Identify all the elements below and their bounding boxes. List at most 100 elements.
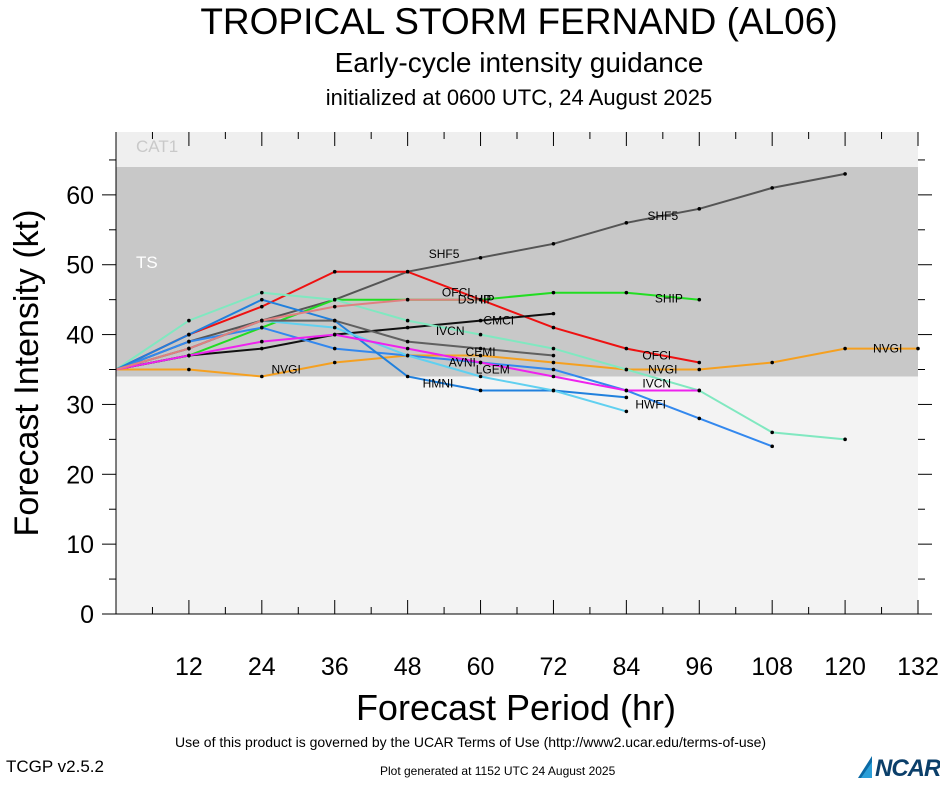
- y-axis-label: Forecast Intensity (kt): [8, 210, 46, 537]
- point-cemi: [552, 354, 556, 358]
- point-dshp: [406, 298, 410, 302]
- point-cmci: [260, 347, 264, 351]
- point-shf5: [697, 207, 701, 211]
- series-label-nvgi: NVGI: [873, 342, 902, 356]
- band-ts: [116, 167, 918, 377]
- x-tick-label: 132: [897, 653, 939, 681]
- point-lgem: [187, 354, 191, 358]
- point-ofci: [406, 270, 410, 274]
- point-hwfi: [697, 417, 701, 421]
- x-tick-label: 24: [248, 653, 276, 681]
- point-hmni: [187, 333, 191, 337]
- point-avni: [552, 389, 556, 393]
- version-label: TCGP v2.5.2: [6, 757, 104, 777]
- point-nvgi: [843, 347, 847, 351]
- point-ivcn: [187, 319, 191, 323]
- x-tick-label: 120: [824, 653, 866, 681]
- chart-init-time: initialized at 0600 UTC, 24 August 2025: [326, 85, 712, 110]
- point-nvgi: [187, 368, 191, 372]
- x-tick-label: 72: [540, 653, 568, 681]
- point-hwfi: [333, 347, 337, 351]
- y-tick-label: 40: [66, 322, 94, 350]
- intensity-bands: TS CAT1: [116, 132, 918, 376]
- point-lgem: [333, 333, 337, 337]
- series-label-hmni: HMNI: [423, 376, 454, 390]
- point-shf5: [625, 221, 629, 225]
- point-ship: [697, 298, 701, 302]
- point-ship: [625, 291, 629, 295]
- y-tick-label: 60: [66, 182, 94, 210]
- point-ivcn: [625, 368, 629, 372]
- point-shf5: [843, 172, 847, 176]
- series-label-ofci: OFCI: [642, 349, 671, 363]
- point-ivcn: [260, 291, 264, 295]
- point-nvgi: [333, 361, 337, 365]
- terms-of-use-note: Use of this product is governed by the U…: [175, 734, 766, 750]
- point-ofci: [697, 361, 701, 365]
- point-ofci: [333, 270, 337, 274]
- point-ivcn: [479, 333, 483, 337]
- point-shf5: [479, 256, 483, 260]
- point-avni: [333, 326, 337, 330]
- point-avni: [625, 410, 629, 414]
- point-dshp: [187, 347, 191, 351]
- point-lgem: [625, 389, 629, 393]
- point-hwfi: [260, 326, 264, 330]
- x-tick-label: 108: [751, 653, 793, 681]
- y-tick-label: 0: [80, 601, 94, 629]
- series-label-shf5: SHF5: [647, 209, 678, 223]
- series-label-nvgi: NVGI: [648, 363, 677, 377]
- point-ivcn: [770, 431, 774, 435]
- point-ivcn: [843, 438, 847, 442]
- point-lgem: [260, 340, 264, 344]
- y-tick-label: 50: [66, 252, 94, 280]
- point-hmni: [479, 389, 483, 393]
- point-nvgi: [916, 347, 920, 351]
- point-nvgi: [552, 361, 556, 365]
- point-ofci: [260, 305, 264, 309]
- x-tick-label: 96: [685, 653, 713, 681]
- x-tick-label: 60: [467, 653, 495, 681]
- point-hmni: [406, 375, 410, 379]
- series-label-cmci: CMCI: [483, 314, 514, 328]
- point-lgem: [406, 347, 410, 351]
- band-label-cat1: CAT1: [136, 137, 178, 156]
- point-ofci: [625, 347, 629, 351]
- point-dshp: [260, 319, 264, 323]
- point-cmci: [479, 319, 483, 323]
- series-label-ivcn: IVCN: [436, 324, 465, 338]
- point-nvgi: [770, 361, 774, 365]
- series-label-ship: SHIP: [655, 291, 683, 305]
- point-cmci: [552, 312, 556, 316]
- point-cemi: [406, 340, 410, 344]
- series-label-hwfi: HWFI: [635, 397, 666, 411]
- point-ship: [552, 291, 556, 295]
- point-nvgi: [697, 368, 701, 372]
- x-tick-label: 12: [175, 653, 203, 681]
- band-label-ts: TS: [136, 253, 158, 272]
- x-tick-label: 48: [394, 653, 422, 681]
- point-hwfi: [552, 368, 556, 372]
- point-shf5: [770, 186, 774, 190]
- generated-time: Plot generated at 1152 UTC 24 August 202…: [380, 764, 615, 778]
- point-ivcn: [406, 319, 410, 323]
- series-label-nvgi: NVGI: [271, 363, 300, 377]
- point-cmci: [406, 326, 410, 330]
- y-tick-label: 10: [66, 531, 94, 559]
- chart-title: TROPICAL STORM FERNAND (AL06): [200, 1, 837, 42]
- point-ivcn: [333, 298, 337, 302]
- point-ofci: [552, 326, 556, 330]
- point-hmni: [625, 396, 629, 400]
- point-hmni: [260, 298, 264, 302]
- point-avni: [406, 354, 410, 358]
- point-dshp: [333, 305, 337, 309]
- point-cemi: [333, 319, 337, 323]
- point-hwfi: [187, 340, 191, 344]
- series-label-dshp: DSHP: [458, 293, 491, 307]
- point-hwfi: [770, 445, 774, 449]
- chart-subtitle: Early-cycle intensity guidance: [335, 47, 704, 78]
- point-shf5: [552, 242, 556, 246]
- point-lgem: [697, 389, 701, 393]
- chart-canvas: TROPICAL STORM FERNAND (AL06) Early-cycl…: [0, 0, 940, 780]
- point-nvgi: [260, 375, 264, 379]
